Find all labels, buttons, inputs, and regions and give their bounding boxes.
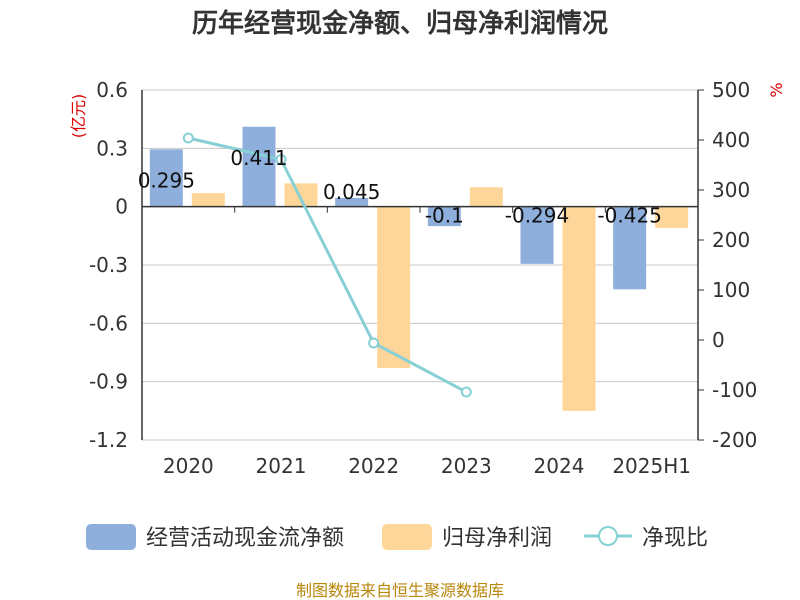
right-tick-label: -200 bbox=[712, 428, 757, 452]
cashflow-data-label: 0.411 bbox=[230, 146, 287, 170]
legend-swatch-ratio-marker bbox=[598, 526, 618, 546]
cashflow-data-label: -0.294 bbox=[505, 204, 569, 228]
left-tick-label: -0.3 bbox=[89, 253, 128, 277]
right-axis-unit: % bbox=[767, 82, 786, 97]
left-tick-label: 0.6 bbox=[96, 78, 128, 102]
ratio-point bbox=[182, 132, 194, 144]
legend: 经营活动现金流净额 归母净利润 净现比 bbox=[86, 524, 708, 551]
legend-swatch-cashflow bbox=[86, 524, 136, 550]
cashflow-bar bbox=[335, 197, 369, 207]
right-tick-label: 500 bbox=[712, 78, 750, 102]
cashflow-data-label: -0.1 bbox=[425, 204, 464, 228]
category-label: 2020 bbox=[163, 454, 214, 478]
legend-label-ratio: 净现比 bbox=[642, 526, 708, 551]
right-tick-label: -100 bbox=[712, 378, 757, 402]
cashflow-bar bbox=[242, 126, 276, 207]
ratio-point bbox=[275, 154, 287, 165]
cashflow-bar bbox=[520, 206, 554, 264]
right-tick-label: 0 bbox=[712, 328, 725, 352]
legend-label-profit: 归母净利润 bbox=[442, 526, 552, 551]
left-tick-label: -0.9 bbox=[89, 370, 128, 394]
net-profit-bar bbox=[284, 183, 318, 207]
left-tick-label: -0.6 bbox=[89, 311, 128, 335]
ratio-line bbox=[182, 132, 472, 398]
ratio-point bbox=[368, 337, 380, 349]
ratio-point bbox=[460, 386, 472, 398]
category-label: 2023 bbox=[441, 454, 492, 478]
ratio-line-path bbox=[187, 136, 468, 394]
left-axis-unit: (亿元) bbox=[69, 94, 88, 139]
net-profit-bar bbox=[191, 193, 225, 207]
left-tick-label: 0 bbox=[115, 195, 128, 219]
cashflow-data-label: -0.425 bbox=[597, 204, 661, 228]
cashflow-data-label: 0.295 bbox=[138, 168, 195, 192]
legend-swatch-profit bbox=[382, 524, 432, 550]
data-labels: 0.295 0.411 0.045 -0.1 -0.294 -0.425 bbox=[138, 146, 662, 228]
net-profit-bar bbox=[377, 206, 411, 369]
cashflow-bar bbox=[613, 206, 647, 290]
chart-title: 历年经营现金净额、归母净利润情况 bbox=[192, 8, 608, 39]
net-profit-bar bbox=[562, 206, 596, 411]
right-tick-label: 200 bbox=[712, 228, 750, 252]
axes: 0.6 0.3 0 -0.3 -0.6 -0.9 -1.2 500 400 300 200 100 0 -… bbox=[69, 78, 786, 478]
category-label: 2024 bbox=[534, 454, 585, 478]
category-label: 2022 bbox=[348, 454, 399, 478]
net-profit-bar bbox=[655, 206, 689, 229]
category-label: 2021 bbox=[256, 454, 307, 478]
net-profit-bar bbox=[469, 187, 503, 207]
cashflow-bar bbox=[149, 149, 183, 207]
cashflow-bar bbox=[427, 206, 461, 227]
right-tick-label: 400 bbox=[712, 128, 750, 152]
category-label: 2025H1 bbox=[612, 454, 691, 478]
cashflow-data-label: 0.045 bbox=[323, 180, 380, 204]
right-tick-label: 100 bbox=[712, 278, 750, 302]
left-tick-label: 0.3 bbox=[96, 136, 128, 160]
source-note: 制图数据来自恒生聚源数据库 bbox=[296, 581, 504, 600]
legend-label-cashflow: 经营活动现金流净额 bbox=[146, 526, 344, 551]
bars bbox=[149, 126, 689, 411]
left-tick-label: -1.2 bbox=[89, 428, 128, 452]
right-tick-label: 300 bbox=[712, 178, 750, 202]
